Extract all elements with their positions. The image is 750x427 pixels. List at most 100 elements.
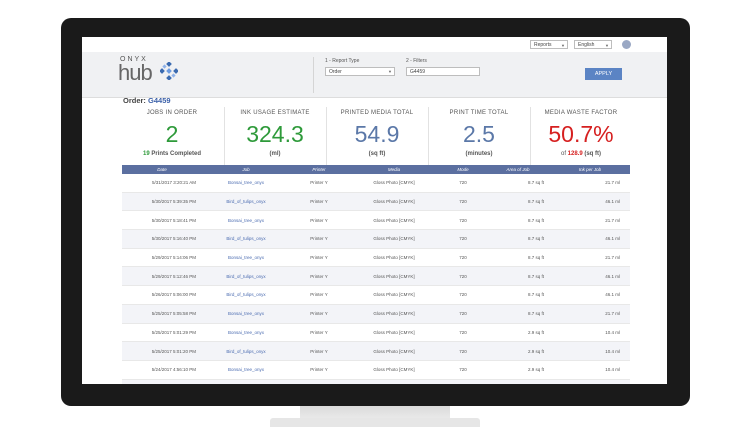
table-row[interactable]: 5/30/2017 5:39:35 PMBird_of_tulips_onyxP…: [122, 192, 630, 211]
apply-button[interactable]: APPLY: [585, 68, 622, 80]
cell-ink: 46.1 ml: [550, 192, 630, 211]
cell-job[interactable]: Bird_of_tulips_onyx: [202, 379, 290, 384]
stat-label: PRINT TIME TOTAL: [429, 110, 529, 116]
table-row[interactable]: 5/30/2017 5:16:40 PMBird_of_tulips_onyxP…: [122, 230, 630, 249]
cell-area: 8.7 sq ft: [486, 174, 550, 192]
table-row[interactable]: 5/25/2017 5:05:58 PMBonsai_tree_onyxPrin…: [122, 304, 630, 323]
stat-media-waste: MEDIA WASTE FACTOR 50.7% of 128.9 (sq ft…: [530, 107, 631, 165]
stat-value: 2: [122, 121, 222, 147]
logo-mark-icon: [160, 62, 178, 80]
cell-media: Gloss Photo [CMYK]: [348, 230, 440, 249]
table-row[interactable]: 5/25/2017 5:01:20 PMBird_of_tulips_onyxP…: [122, 342, 630, 361]
stat-subtext: (ml): [225, 151, 325, 157]
cell-mode: 720: [440, 267, 486, 286]
report-type-select[interactable]: Order ▼: [325, 67, 395, 76]
cell-job[interactable]: Bonsai_tree_onyx: [202, 323, 290, 342]
table-row[interactable]: 5/31/2017 3:20:21 AMBonsai_tree_onyxPrin…: [122, 174, 630, 192]
cell-mode: 720: [440, 379, 486, 384]
cell-job[interactable]: Bonsai_tree_onyx: [202, 304, 290, 323]
cell-area: 8.7 sq ft: [486, 286, 550, 305]
cell-printer: Printer Y: [290, 192, 348, 211]
stat-subtext: (minutes): [429, 151, 529, 157]
cell-job[interactable]: Bonsai_tree_onyx: [202, 174, 290, 192]
cell-job[interactable]: Bonsai_tree_onyx: [202, 360, 290, 379]
language-select[interactable]: English ▼: [574, 40, 612, 49]
cell-printer: Printer Y: [290, 248, 348, 267]
cell-area: 2.9 sq ft: [486, 360, 550, 379]
view-select-value: Reports: [534, 42, 552, 48]
filters-input[interactable]: G4459: [406, 67, 480, 76]
cell-mode: 720: [440, 230, 486, 249]
cell-ink: 21.7 ml: [550, 211, 630, 230]
header: ONYX hub 1 - Report Type Order ▼ 2 - Fil…: [82, 52, 667, 98]
cell-printer: Printer Y: [290, 360, 348, 379]
cell-job[interactable]: Bird_of_tulips_onyx: [202, 192, 290, 211]
cell-media: Gloss Photo [CMYK]: [348, 304, 440, 323]
cell-job[interactable]: Bird_of_tulips_onyx: [202, 230, 290, 249]
column-header-mode[interactable]: Mode: [440, 165, 486, 174]
cell-printer: Printer Y: [290, 174, 348, 192]
column-header-printer[interactable]: Printer: [290, 165, 348, 174]
filters-label: 2 - Filters: [406, 58, 427, 64]
monitor-stand-foot: [270, 418, 480, 427]
cell-printer: Printer Y: [290, 342, 348, 361]
cell-date: 5/24/2017 4:56:10 PM: [122, 360, 202, 379]
table-row[interactable]: 5/29/2017 5:12:46 PMBird_of_tulips_onyxP…: [122, 267, 630, 286]
cell-media: Gloss Photo [CMYK]: [348, 360, 440, 379]
cell-job[interactable]: Bonsai_tree_onyx: [202, 211, 290, 230]
cell-printer: Printer Y: [290, 286, 348, 305]
view-select[interactable]: Reports ▼: [530, 40, 568, 49]
stat-label: MEDIA WASTE FACTOR: [531, 110, 631, 116]
cell-job[interactable]: Bird_of_tulips_onyx: [202, 267, 290, 286]
cell-media: Gloss Photo [CMYK]: [348, 379, 440, 384]
jobs-table: DateJobPrinterMediaModeArea of JobInk pe…: [122, 165, 630, 384]
help-icon[interactable]: [622, 40, 631, 49]
stat-sub-suffix: (sq ft): [583, 151, 601, 157]
cell-media: Gloss Photo [CMYK]: [348, 211, 440, 230]
cell-printer: Printer Y: [290, 379, 348, 384]
stat-sub-suffix: (sq ft): [369, 151, 386, 157]
table-body: 5/31/2017 3:20:21 AMBonsai_tree_onyxPrin…: [122, 174, 630, 384]
cell-job[interactable]: Bird_of_tulips_onyx: [202, 342, 290, 361]
cell-area: 2.9 sq ft: [486, 379, 550, 384]
cell-media: Gloss Photo [CMYK]: [348, 323, 440, 342]
cell-mode: 720: [440, 342, 486, 361]
top-bar: Reports ▼ English ▼: [82, 37, 667, 51]
table-row[interactable]: 5/24/2017 4:56:00 PMBird_of_tulips_onyxP…: [122, 379, 630, 384]
cell-date: 5/25/2017 5:01:29 PM: [122, 323, 202, 342]
cell-media: Gloss Photo [CMYK]: [348, 192, 440, 211]
filters-input-value: G4459: [410, 69, 425, 75]
cell-ink: 46.1 ml: [550, 267, 630, 286]
cell-date: 5/29/2017 5:14:06 PM: [122, 248, 202, 267]
table-row[interactable]: 5/29/2017 5:14:06 PMBonsai_tree_onyxPrin…: [122, 248, 630, 267]
logo-hub-text: hub: [118, 60, 152, 86]
chevron-down-icon: ▼: [561, 41, 565, 50]
stat-value: 2.5: [429, 121, 529, 147]
column-header-job[interactable]: Job: [202, 165, 290, 174]
stat-sub-highlight: 19: [143, 151, 150, 157]
cell-ink: 21.7 ml: [550, 304, 630, 323]
table-row[interactable]: 5/24/2017 4:56:10 PMBonsai_tree_onyxPrin…: [122, 360, 630, 379]
table-row[interactable]: 5/26/2017 5:06:00 PMBird_of_tulips_onyxP…: [122, 286, 630, 305]
cell-area: 2.9 sq ft: [486, 342, 550, 361]
cell-job[interactable]: Bird_of_tulips_onyx: [202, 286, 290, 305]
order-label: Order:: [123, 96, 146, 105]
column-header-media[interactable]: Media: [348, 165, 440, 174]
cell-media: Gloss Photo [CMYK]: [348, 286, 440, 305]
column-header-area[interactable]: Area of Job: [486, 165, 550, 174]
cell-media: Gloss Photo [CMYK]: [348, 248, 440, 267]
cell-mode: 720: [440, 286, 486, 305]
column-header-date[interactable]: Date: [122, 165, 202, 174]
stat-printed-media: PRINTED MEDIA TOTAL 54.9 (sq ft): [326, 107, 427, 165]
cell-mode: 720: [440, 323, 486, 342]
cell-date: 5/30/2017 5:39:35 PM: [122, 192, 202, 211]
table-row[interactable]: 5/25/2017 5:01:29 PMBonsai_tree_onyxPrin…: [122, 323, 630, 342]
stat-sub-suffix: (minutes): [466, 151, 493, 157]
column-header-ink[interactable]: Ink per Job: [550, 165, 630, 174]
stat-label: PRINTED MEDIA TOTAL: [327, 110, 427, 116]
stat-print-time: PRINT TIME TOTAL 2.5 (minutes): [428, 107, 529, 165]
table-row[interactable]: 5/30/2017 5:18:41 PMBonsai_tree_onyxPrin…: [122, 211, 630, 230]
cell-printer: Printer Y: [290, 230, 348, 249]
cell-job[interactable]: Bonsai_tree_onyx: [202, 248, 290, 267]
cell-ink: 10.4 ml: [550, 342, 630, 361]
